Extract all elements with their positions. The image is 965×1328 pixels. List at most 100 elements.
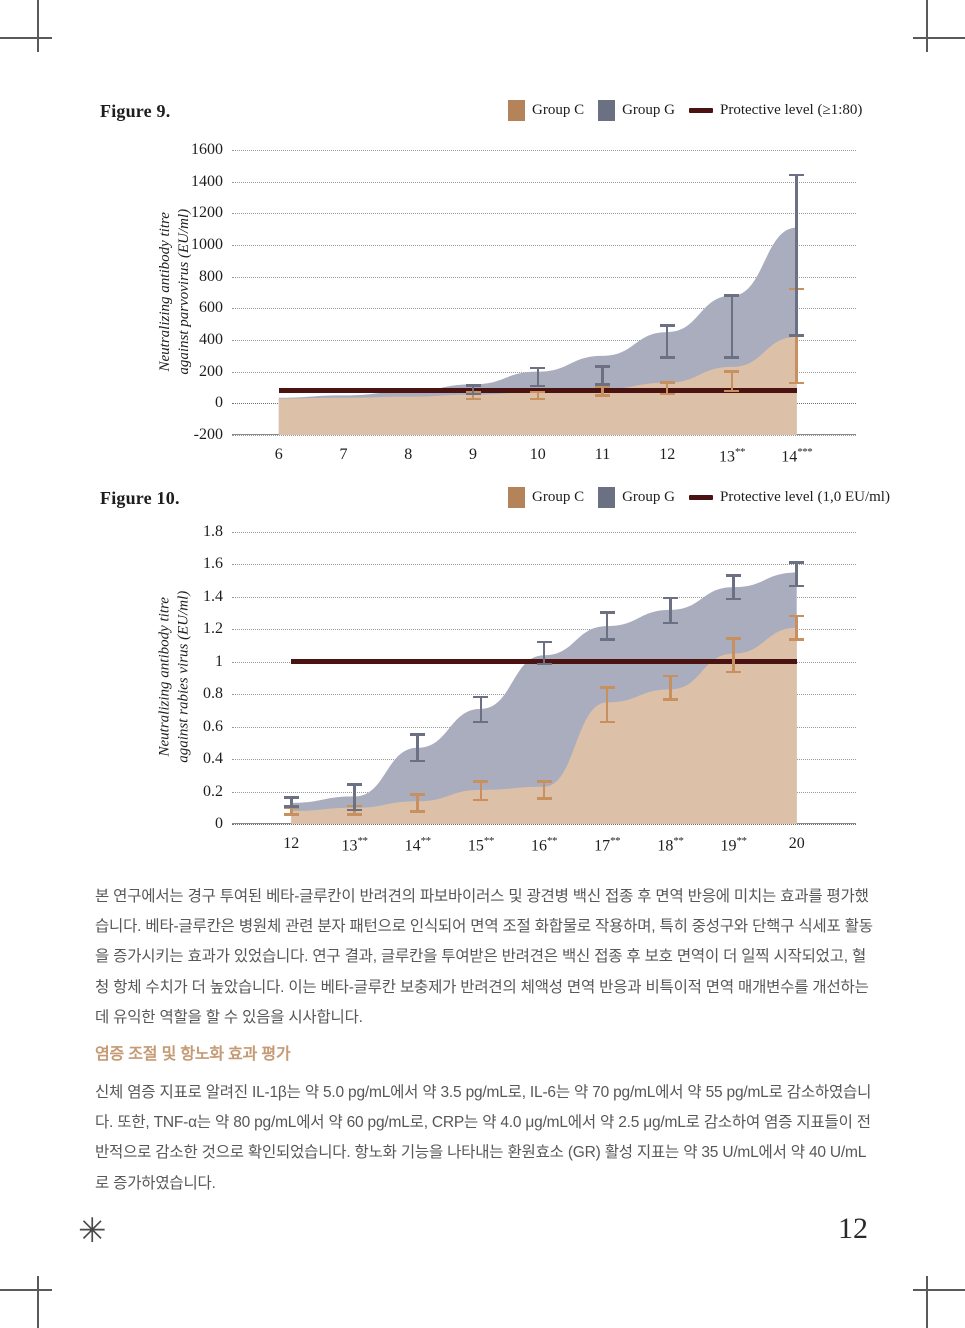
- figure-10-legend: Group C Group G Protective level (1,0 EU/m…: [508, 487, 890, 508]
- error-bar-stem: [416, 733, 419, 763]
- error-bar-stem: [669, 596, 672, 625]
- y-axis-tick-label: 1400: [191, 172, 223, 190]
- figure-10-title: Figure 10.: [100, 488, 180, 508]
- y-axis-label-line: Neutralizing antibody titre: [156, 211, 173, 371]
- error-bar-cap-bottom: [726, 597, 742, 601]
- error-bar-stem: [669, 674, 672, 701]
- legend-color-swatch: [508, 487, 525, 508]
- x-axis-tick-label: 8: [404, 446, 413, 463]
- x-axis-tick-label: 12: [283, 835, 300, 852]
- y-axis-tick-label: 1200: [191, 204, 223, 222]
- y-axis-tick-label: 0.2: [203, 782, 223, 800]
- error-bar-cap-top: [726, 637, 742, 640]
- error-bar-cap-bottom: [662, 621, 678, 625]
- y-axis-tick-label: 0.6: [203, 717, 223, 735]
- figure-10-chart: Neutralizing antibody titre against rabie…: [156, 523, 856, 854]
- y-axis-tick-label: 1000: [191, 236, 223, 253]
- y-axis-tick-label: 1: [215, 652, 223, 670]
- error-bar-cap-bottom: [659, 392, 675, 396]
- gridline: [232, 308, 856, 310]
- y-axis-label-line: against parvovirus (EU/ml): [175, 208, 191, 375]
- error-bar-cap-top: [789, 614, 805, 618]
- error-bar-stem: [536, 366, 539, 388]
- crop-mark-top-right-v: [926, 0, 928, 52]
- error-bar-cap-top: [346, 783, 362, 786]
- y-axis-tick-label: 1600: [191, 141, 223, 158]
- figure-9-legend: Group C Group G Protective level (≥1:80): [508, 100, 862, 121]
- error-bar-cap-top: [536, 780, 552, 783]
- legend-label: Group G: [622, 489, 676, 505]
- area-series-group-c: [291, 627, 797, 824]
- crop-mark-bottom-left-v: [37, 1276, 39, 1328]
- error-bar-stem: [605, 686, 609, 724]
- error-bar-cap-top: [595, 385, 610, 389]
- error-bar-stem: [536, 390, 539, 401]
- x-axis-tick-label: 13**: [341, 835, 368, 855]
- error-bar-cap-top: [662, 674, 678, 678]
- error-bar-stem: [471, 390, 475, 401]
- gridline: [232, 824, 856, 825]
- crop-mark-top-left-v: [37, 0, 39, 52]
- error-bar-cap-bottom: [283, 805, 299, 808]
- error-bar-cap-top: [659, 381, 675, 384]
- error-bar-cap-top: [595, 365, 610, 368]
- error-bar-cap-bottom: [473, 720, 489, 724]
- y-axis-tick-label: 1.6: [203, 555, 223, 573]
- legend-color-swatch: [508, 100, 525, 121]
- error-bar-stem: [732, 637, 735, 674]
- x-axis-tick-label: 9: [469, 446, 478, 463]
- error-bar-cap-top: [599, 686, 615, 689]
- error-bar-cap-top: [473, 780, 489, 783]
- legend-label: Group C: [532, 489, 585, 505]
- error-bar-stem: [542, 640, 546, 666]
- legend-line-swatch: [689, 108, 714, 113]
- error-bar-stem: [601, 385, 604, 397]
- y-axis-tick-label: -200: [193, 426, 223, 443]
- error-bar-cap-bottom: [662, 698, 678, 701]
- error-bar-cap-bottom: [410, 759, 426, 763]
- error-bar-cap-top: [724, 370, 740, 373]
- error-bar-cap-bottom: [789, 381, 805, 385]
- legend-label: Protective level (≥1:80): [720, 102, 863, 118]
- legend-label: Protective level (1,0 EU/ml): [720, 489, 890, 505]
- x-axis-tick-label: 16**: [531, 835, 558, 855]
- x-axis-tick-label: 7: [339, 446, 348, 463]
- error-bar-stem: [542, 780, 546, 800]
- y-axis-label-line: against rabies virus (EU/ml): [175, 590, 191, 763]
- legend-label: Group C: [532, 102, 585, 118]
- error-bar-cap-bottom: [599, 638, 615, 641]
- y-axis-label-line: Neutralizing antibody titre: [156, 597, 173, 757]
- x-axis-tick-label: 12: [659, 446, 676, 463]
- error-bar-cap-top: [599, 611, 615, 614]
- crop-mark-bottom-left-h: [0, 1289, 52, 1291]
- error-bar-cap-bottom: [789, 334, 805, 337]
- x-axis-tick-label: 17**: [594, 835, 621, 855]
- y-axis-tick-label: 0.4: [203, 750, 223, 768]
- x-axis-tick-label: 10: [529, 446, 546, 463]
- crop-mark-top-right-h: [913, 37, 965, 39]
- error-bar-stem: [479, 695, 483, 724]
- error-bar-cap-top: [659, 324, 675, 327]
- error-bar-cap-top: [530, 390, 546, 394]
- y-axis-tick-label: 0.8: [203, 685, 223, 703]
- error-bar-cap-top: [530, 366, 546, 370]
- gridline: [232, 435, 856, 436]
- error-bar-cap-bottom: [465, 392, 481, 396]
- error-bar-cap-bottom: [410, 810, 426, 813]
- legend-color-swatch: [598, 100, 616, 121]
- error-bar-cap-bottom: [536, 662, 552, 666]
- y-axis-tick-label: 400: [199, 331, 223, 348]
- gridline: [232, 340, 856, 341]
- error-bar-stem: [601, 365, 604, 386]
- gridline: [232, 276, 856, 278]
- error-bar-cap-top: [724, 294, 740, 297]
- error-bar-stem: [416, 793, 419, 813]
- error-bar-cap-top: [283, 796, 299, 799]
- legend-item-3: Protective level (1,0 EU/ml): [689, 489, 890, 506]
- error-bar-stem: [730, 294, 734, 359]
- section-heading: 염증 조절 및 항노화 효과 평가: [95, 1046, 291, 1063]
- error-bar-cap-bottom: [346, 813, 362, 816]
- error-bar-cap-bottom: [599, 720, 615, 724]
- gridline: [232, 532, 856, 533]
